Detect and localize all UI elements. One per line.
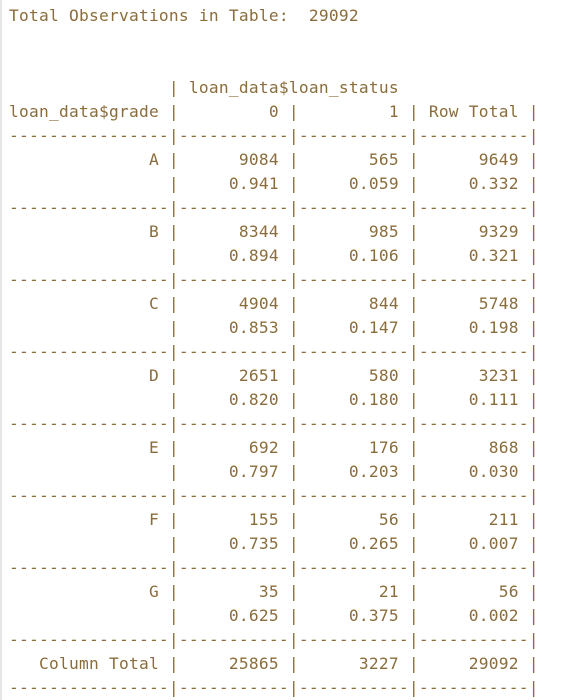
table-row-count: G | 35 | 21 | 56 | (9, 582, 539, 601)
blank-line (9, 28, 539, 52)
table-separator: ----------------|-----------|-----------… (9, 630, 539, 649)
table-separator: ----------------|-----------|-----------… (9, 342, 539, 361)
table-separator: ----------------|-----------|-----------… (9, 678, 539, 697)
table-row-count: C | 4904 | 844 | 5748 | (9, 294, 539, 313)
column-variable-header: | loan_data$loan_status (9, 78, 399, 97)
table-row-count: E | 692 | 176 | 868 | (9, 438, 539, 457)
column-total-row: Column Total | 25865 | 3227 | 29092 | (9, 654, 539, 673)
table-row-proportion: | 0.735 | 0.265 | 0.007 | (9, 534, 539, 553)
blank-line (9, 52, 539, 76)
total-observations-line: Total Observations in Table: 29092 (9, 6, 359, 25)
table-row-count: F | 155 | 56 | 211 | (9, 510, 539, 529)
table-row-count: A | 9084 | 565 | 9649 | (9, 150, 539, 169)
table-separator: ----------------|-----------|-----------… (9, 198, 539, 217)
table-header-row: loan_data$grade | 0 | 1 | Row Total | (9, 102, 539, 121)
table-row-count: D | 2651 | 580 | 3231 | (9, 366, 539, 385)
table-separator: ----------------|-----------|-----------… (9, 486, 539, 505)
table-row-proportion: | 0.797 | 0.203 | 0.030 | (9, 462, 539, 481)
table-separator: ----------------|-----------|-----------… (9, 414, 539, 433)
table-row-count: B | 8344 | 985 | 9329 | (9, 222, 539, 241)
console-left-border (0, 0, 2, 700)
table-row-proportion: | 0.941 | 0.059 | 0.332 | (9, 174, 539, 193)
table-row-proportion: | 0.625 | 0.375 | 0.002 | (9, 606, 539, 625)
table-separator: ----------------|-----------|-----------… (9, 126, 539, 145)
table-separator: ----------------|-----------|-----------… (9, 270, 539, 289)
console-output: Total Observations in Table: 29092 | loa… (9, 4, 539, 700)
table-row-proportion: | 0.853 | 0.147 | 0.198 | (9, 318, 539, 337)
table-separator: ----------------|-----------|-----------… (9, 558, 539, 577)
table-row-proportion: | 0.820 | 0.180 | 0.111 | (9, 390, 539, 409)
table-row-proportion: | 0.894 | 0.106 | 0.321 | (9, 246, 539, 265)
